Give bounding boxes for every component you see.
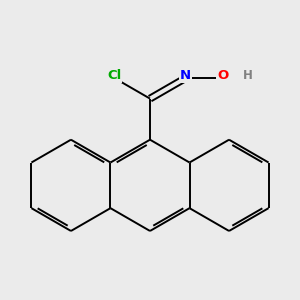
Text: H: H bbox=[243, 69, 253, 82]
Text: Cl: Cl bbox=[107, 69, 122, 82]
Text: N: N bbox=[180, 69, 191, 82]
Text: O: O bbox=[217, 69, 228, 82]
